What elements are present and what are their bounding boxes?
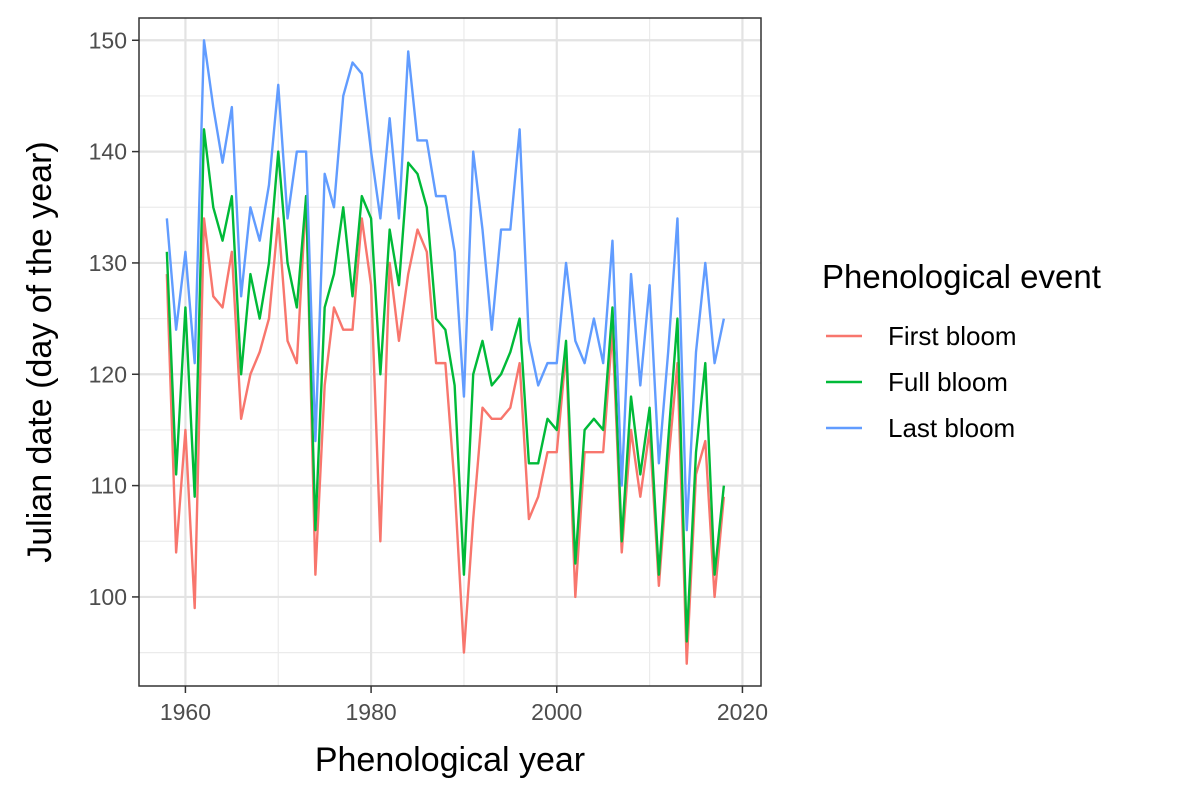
grid (139, 18, 761, 686)
axes: 100 110 120 130 140 150 1960 1980 2000 2020 (89, 27, 768, 725)
series-line-full-bloom (165, 128, 726, 643)
x-tick-label: 2000 (531, 699, 582, 725)
legend-label-full-bloom: Full bloom (888, 367, 1008, 397)
series-line-last-bloom (165, 39, 726, 532)
y-tick-label: 150 (89, 27, 127, 53)
legend-label-first-bloom: First bloom (888, 321, 1017, 351)
legend-title: Phenological event (822, 258, 1101, 295)
x-tick-label: 2020 (717, 699, 768, 725)
legend-label-last-bloom: Last bloom (888, 413, 1015, 443)
y-tick-label: 130 (89, 250, 127, 276)
panel-border (138, 17, 762, 687)
legend: Phenological event First bloom Full bloom… (822, 258, 1101, 443)
y-tick-label: 110 (90, 473, 127, 499)
series-line-first-bloom (165, 194, 726, 665)
x-tick-label: 1960 (160, 699, 211, 725)
x-tick-label: 1980 (346, 699, 397, 725)
y-tick-label: 100 (89, 584, 127, 610)
y-tick-label: 120 (89, 361, 127, 387)
x-axis-title: Phenological year (315, 741, 585, 779)
y-axis-title: Julian date (day of the year) (21, 141, 59, 562)
series-lines (165, 39, 726, 665)
y-tick-label: 140 (89, 139, 127, 165)
